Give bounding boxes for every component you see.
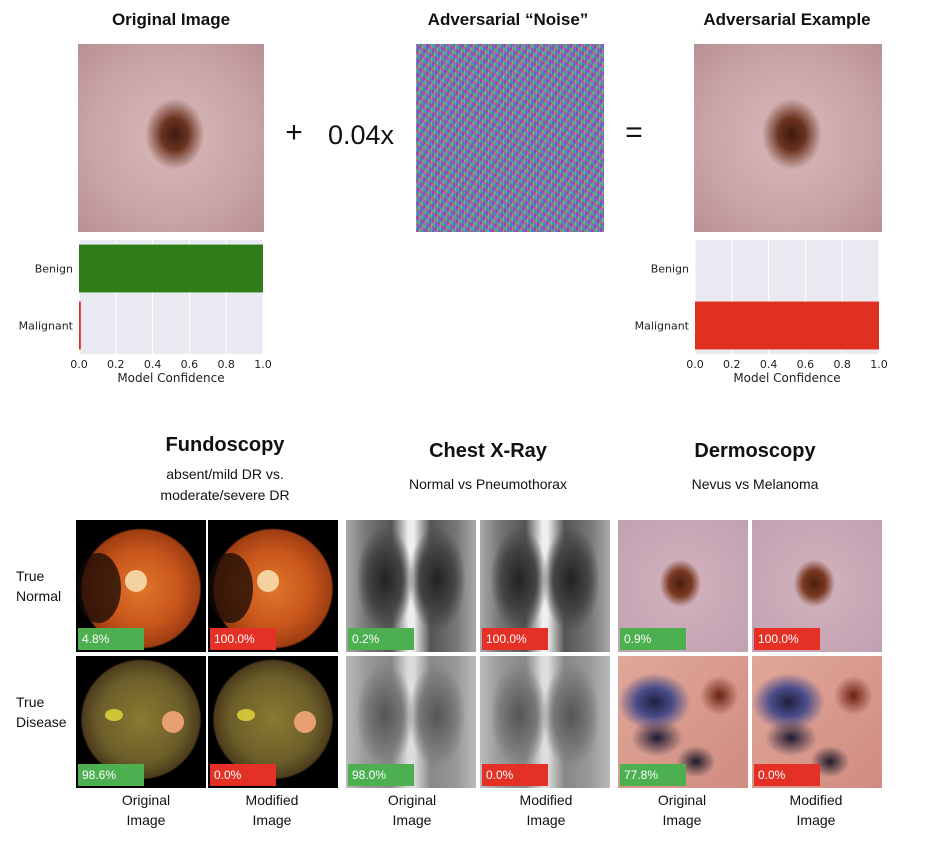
adversarial-lesion-image bbox=[694, 44, 882, 232]
original-image-title: Original Image bbox=[111, 10, 231, 29]
section-subtitle-dermoscopy: Nevus vs Melanoma bbox=[691, 476, 819, 492]
xray-disease-modified: 0.0% bbox=[480, 656, 610, 788]
bar-malignant bbox=[79, 301, 81, 350]
bar-benign bbox=[79, 244, 263, 293]
caption-line: Modified bbox=[519, 792, 573, 808]
row-label-true-disease: True Disease bbox=[16, 692, 76, 732]
caption-line: Image bbox=[252, 812, 292, 828]
adversarial-confidence-chart: 0.0 0.2 0.4 0.6 0.8 1.0 Benign Malignant Model C… bbox=[635, 240, 888, 385]
section-subtitle-fundoscopy: absent/mild DR vs. moderate/severe DR bbox=[130, 464, 320, 506]
fundus-normal-modified: 100.0% bbox=[208, 520, 338, 652]
confidence-badge: 77.8% bbox=[620, 764, 686, 786]
confidence-badge: 98.0% bbox=[348, 764, 414, 786]
caption-original-fundoscopy: Original Image bbox=[86, 790, 206, 830]
caption-modified-fundoscopy: Modified Image bbox=[212, 790, 332, 830]
skin-disease-original: 77.8% bbox=[618, 656, 748, 788]
x-tick-label: 0.2 bbox=[723, 358, 741, 371]
caption-line: Image bbox=[796, 812, 836, 828]
fundus-normal-original: 4.8% bbox=[76, 520, 206, 652]
section-subtitle-chest-xray: Normal vs Pneumothorax bbox=[409, 476, 567, 492]
row-label-line: Disease bbox=[16, 714, 67, 730]
caption-line: Image bbox=[126, 812, 166, 828]
confidence-badge: 100.0% bbox=[754, 628, 820, 650]
x-axis-label: Model Confidence bbox=[117, 371, 224, 385]
confidence-badge: 100.0% bbox=[482, 628, 548, 650]
caption-line: Modified bbox=[789, 792, 843, 808]
original-confidence-chart: 0.0 0.2 0.4 0.6 0.8 1.0 Benign Malignant Model C… bbox=[19, 240, 272, 385]
noise-multiplier: 0.04x bbox=[327, 120, 395, 150]
x-tick-label: 0.4 bbox=[144, 358, 162, 371]
x-tick-label: 1.0 bbox=[870, 358, 888, 371]
subtitle-line: moderate/severe DR bbox=[160, 487, 290, 503]
category-label: Benign bbox=[35, 263, 73, 276]
caption-line: Original bbox=[387, 792, 437, 808]
subtitle-line: absent/mild DR vs. bbox=[166, 466, 284, 482]
xray-normal-original: 0.2% bbox=[346, 520, 476, 652]
row-label-true-normal: True Normal bbox=[16, 566, 76, 606]
caption-modified-xray: Modified Image bbox=[486, 790, 606, 830]
x-axis-label: Model Confidence bbox=[733, 371, 840, 385]
x-tick-label: 0.2 bbox=[107, 358, 125, 371]
caption-line: Image bbox=[526, 812, 566, 828]
confidence-badge: 4.8% bbox=[78, 628, 144, 650]
caption-original-xray: Original Image bbox=[352, 790, 472, 830]
section-title-dermoscopy: Dermoscopy bbox=[694, 440, 816, 462]
fundus-disease-modified: 0.0% bbox=[208, 656, 338, 788]
equals-sign: = bbox=[625, 116, 643, 149]
confidence-badge: 100.0% bbox=[210, 628, 276, 650]
confidence-badge: 0.0% bbox=[210, 764, 276, 786]
caption-line: Original bbox=[657, 792, 707, 808]
plus-sign: + bbox=[285, 116, 303, 149]
noise-title: Adversarial “Noise” bbox=[427, 10, 589, 29]
original-lesion-image bbox=[78, 44, 264, 232]
caption-line: Image bbox=[662, 812, 702, 828]
row-label-line: True bbox=[16, 694, 45, 710]
confidence-badge: 0.0% bbox=[482, 764, 548, 786]
caption-line: Modified bbox=[245, 792, 299, 808]
confidence-badge: 98.6% bbox=[78, 764, 144, 786]
section-title-fundoscopy: Fundoscopy bbox=[165, 434, 285, 456]
confidence-badge: 0.2% bbox=[348, 628, 414, 650]
caption-modified-dermoscopy: Modified Image bbox=[756, 790, 876, 830]
row-label-line: Normal bbox=[16, 588, 62, 604]
skin-disease-modified: 0.0% bbox=[752, 656, 882, 788]
x-tick-label: 0.8 bbox=[217, 358, 235, 371]
skin-normal-modified: 100.0% bbox=[752, 520, 882, 652]
x-tick-label: 0.0 bbox=[70, 358, 88, 371]
fundus-disease-original: 98.6% bbox=[76, 656, 206, 788]
xray-normal-modified: 100.0% bbox=[480, 520, 610, 652]
x-tick-label: 0.6 bbox=[797, 358, 815, 371]
xray-disease-original: 98.0% bbox=[346, 656, 476, 788]
category-label: Benign bbox=[651, 263, 689, 276]
skin-normal-original: 0.9% bbox=[618, 520, 748, 652]
category-label: Malignant bbox=[635, 320, 690, 333]
x-tick-label: 0.6 bbox=[181, 358, 199, 371]
section-title-chest-xray: Chest X-Ray bbox=[429, 440, 547, 462]
category-label: Malignant bbox=[19, 320, 74, 333]
confidence-badge: 0.0% bbox=[754, 764, 820, 786]
x-tick-label: 1.0 bbox=[254, 358, 272, 371]
adversarial-example-title: Adversarial Example bbox=[703, 10, 871, 29]
bar-malignant bbox=[695, 301, 879, 350]
caption-original-dermoscopy: Original Image bbox=[622, 790, 742, 830]
row-label-line: True bbox=[16, 568, 45, 584]
x-tick-label: 0.4 bbox=[760, 358, 778, 371]
x-tick-label: 0.0 bbox=[686, 358, 704, 371]
caption-line: Image bbox=[392, 812, 432, 828]
confidence-badge: 0.9% bbox=[620, 628, 686, 650]
x-tick-label: 0.8 bbox=[833, 358, 851, 371]
caption-line: Original bbox=[121, 792, 171, 808]
adversarial-noise-image bbox=[416, 44, 604, 232]
